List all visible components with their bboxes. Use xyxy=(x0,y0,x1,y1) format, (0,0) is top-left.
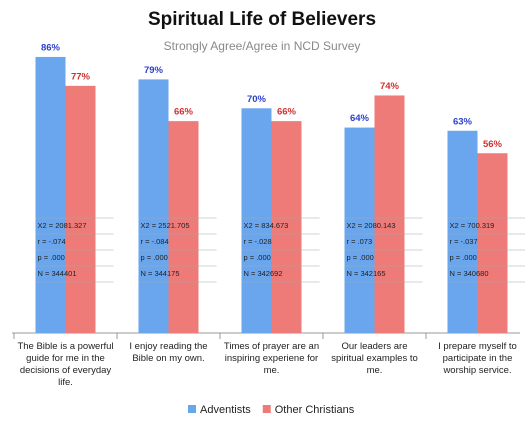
bar xyxy=(477,153,508,333)
bar xyxy=(168,121,199,333)
annotation: r = .073 xyxy=(347,237,373,246)
value-label: 56% xyxy=(483,139,503,150)
x-tick-label: I prepare myself to participate in the w… xyxy=(438,341,517,376)
annotation: r = -.084 xyxy=(141,237,169,246)
x-tick-label: Times of prayer are an inspiring experie… xyxy=(223,341,320,376)
annotation: X2 = 2081.327 xyxy=(38,221,87,230)
value-label: 70% xyxy=(247,94,267,105)
annotation: N = 344175 xyxy=(141,269,180,278)
value-label: 66% xyxy=(277,107,297,118)
chart-subtitle: Strongly Agree/Agree in NCD Survey xyxy=(164,39,361,53)
bar xyxy=(374,95,405,334)
legend-label: Other Christians xyxy=(275,404,355,416)
annotation: p = .000 xyxy=(450,253,477,262)
annotation: N = 340680 xyxy=(450,269,489,278)
chart-title: Spiritual Life of Believers xyxy=(148,9,376,30)
value-label: 79% xyxy=(144,65,164,76)
value-label: 74% xyxy=(380,81,400,92)
value-label: 77% xyxy=(71,71,91,82)
legend-swatch xyxy=(262,405,271,413)
annotation: p = .000 xyxy=(38,253,65,262)
x-tick-label: I enjoy reading the Bible on my own. xyxy=(129,341,208,364)
annotation: r = -.037 xyxy=(450,237,478,246)
annotation: p = .000 xyxy=(347,253,374,262)
annotation: N = 342692 xyxy=(244,269,283,278)
annotation: X2 = 2080.143 xyxy=(347,221,396,230)
value-label: 63% xyxy=(453,116,473,127)
bar xyxy=(447,130,478,333)
value-label: 66% xyxy=(174,107,194,118)
value-label: 86% xyxy=(41,42,61,53)
bar xyxy=(65,85,96,333)
x-tick-label: The Bible is a powerful guide for me in … xyxy=(17,341,114,388)
annotation: N = 344401 xyxy=(38,269,77,278)
bar xyxy=(344,127,375,333)
annotation: N = 342165 xyxy=(347,269,386,278)
bar xyxy=(271,121,302,333)
annotation: p = .000 xyxy=(244,253,271,262)
annotation: X2 = 700.319 xyxy=(450,221,495,230)
legend-label: Adventists xyxy=(200,404,251,416)
value-label: 64% xyxy=(350,113,370,124)
bar xyxy=(35,56,66,333)
legend-swatch xyxy=(188,405,196,413)
annotation: r = -.074 xyxy=(38,237,66,246)
annotation: r = -.028 xyxy=(244,237,272,246)
bar xyxy=(138,79,169,333)
bar xyxy=(241,108,272,333)
annotation: X2 = 834.673 xyxy=(244,221,289,230)
annotation: X2 = 2521.705 xyxy=(141,221,190,230)
x-tick-label: Our leaders are spiritual examples to me… xyxy=(331,341,418,376)
annotation: p = .000 xyxy=(141,253,168,262)
